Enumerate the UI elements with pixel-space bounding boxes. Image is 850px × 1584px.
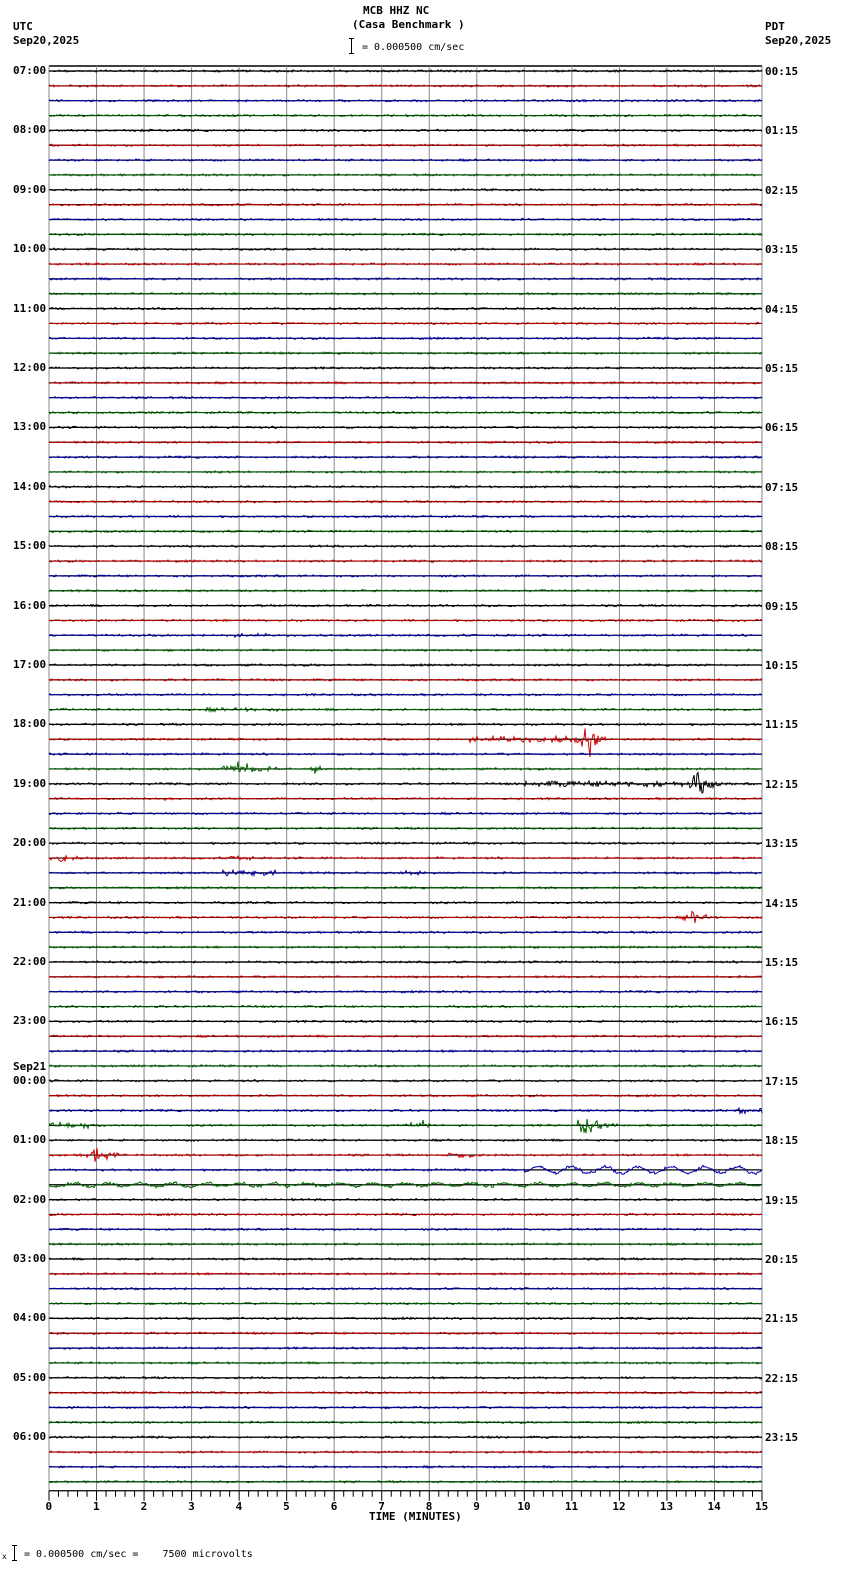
left-hour-label: 06:00 — [13, 1430, 47, 1444]
footer-scale-prefix: x — [2, 1552, 7, 1561]
left-date-label: Sep21 — [13, 1059, 47, 1073]
left-hour-label: 08:00 — [13, 123, 47, 137]
x-tick-label: 1 — [93, 1499, 100, 1513]
left-hour-label: 13:00 — [13, 420, 47, 434]
right-hour-label: 00:15 — [765, 65, 799, 78]
left-hour-label: 15:00 — [13, 539, 47, 553]
left-hour-label: 00:00 — [13, 1073, 47, 1087]
right-hour-label: 01:15 — [765, 124, 799, 138]
x-tick-label: 15 — [755, 1499, 769, 1513]
seismogram-plot — [48, 65, 763, 1501]
left-date: Sep20,2025 — [13, 34, 80, 47]
left-hour-label: 03:00 — [13, 1252, 47, 1265]
station-location: (Casa Benchmark ) — [352, 18, 465, 31]
left-hour-label: 23:00 — [13, 1014, 47, 1028]
left-hour-label: 07:00 — [13, 64, 47, 77]
left-hour-label: 22:00 — [13, 955, 47, 968]
scale-text: = 0.000500 cm/sec — [362, 42, 465, 53]
right-hour-label: 04:15 — [765, 302, 799, 316]
right-hour-label: 18:15 — [765, 1134, 799, 1148]
right-hour-label: 20:15 — [765, 1253, 799, 1266]
right-hour-label: 10:15 — [765, 659, 799, 672]
right-hour-label: 17:15 — [765, 1074, 799, 1088]
left-hour-label: 12:00 — [13, 361, 47, 374]
right-hour-label: 08:15 — [765, 540, 799, 554]
right-hour-label: 02:15 — [765, 183, 799, 197]
x-tick-label: 8 — [425, 1499, 433, 1513]
x-tick-label: 2 — [140, 1499, 148, 1513]
right-hour-label: 21:15 — [765, 1312, 799, 1326]
right-hour-label: 15:15 — [765, 956, 799, 969]
scale-bar-icon — [349, 38, 354, 54]
left-hour-label: 02:00 — [13, 1192, 47, 1206]
right-hour-label: 19:15 — [765, 1193, 799, 1207]
x-tick-label: 12 — [612, 1499, 626, 1513]
left-hour-label: 10:00 — [13, 242, 47, 256]
x-tick-label: 4 — [235, 1499, 243, 1513]
right-hour-label: 22:15 — [765, 1371, 799, 1385]
left-hour-label: 20:00 — [13, 836, 47, 850]
left-timezone: UTC — [13, 20, 33, 33]
footer-scale-bar-icon — [12, 1545, 17, 1561]
x-tick-label: 7 — [378, 1499, 385, 1513]
left-hour-label: 19:00 — [13, 776, 47, 790]
x-tick-label: 5 — [283, 1499, 290, 1513]
right-hour-label: 09:15 — [765, 599, 799, 613]
left-hour-label: 09:00 — [13, 182, 47, 196]
x-tick-label: 13 — [659, 1499, 674, 1513]
right-date: Sep20,2025 — [765, 34, 832, 47]
left-hour-label: 17:00 — [13, 658, 47, 671]
left-hour-label: 21:00 — [13, 895, 47, 909]
right-hour-label: 11:15 — [765, 718, 799, 732]
left-hour-label: 04:00 — [13, 1311, 47, 1325]
right-hour-label: 07:15 — [765, 480, 799, 494]
right-hour-label: 13:15 — [765, 837, 799, 851]
x-tick-label: 10 — [517, 1499, 531, 1513]
x-axis-label: TIME (MINUTES) — [369, 1510, 462, 1523]
right-hour-label: 16:15 — [765, 1015, 799, 1029]
right-hour-label: 12:15 — [765, 777, 799, 791]
right-hour-label: 03:15 — [765, 243, 799, 257]
x-tick-label: 11 — [564, 1499, 579, 1513]
right-hour-label: 05:15 — [765, 362, 799, 375]
right-timezone: PDT — [765, 20, 785, 33]
x-tick-label: 9 — [473, 1499, 480, 1513]
right-hour-label: 23:15 — [765, 1431, 799, 1445]
left-hour-label: 05:00 — [13, 1370, 47, 1384]
left-hour-label: 01:00 — [13, 1133, 47, 1147]
x-tick-label: 3 — [188, 1499, 195, 1513]
left-hour-label: 18:00 — [13, 717, 47, 731]
right-hour-label: 14:15 — [765, 896, 799, 910]
x-tick-label: 0 — [45, 1499, 53, 1513]
x-tick-label: 14 — [707, 1499, 721, 1513]
left-hour-label: 14:00 — [13, 479, 47, 493]
x-tick-label: 6 — [330, 1499, 338, 1513]
left-hour-label: 11:00 — [13, 301, 47, 315]
station-title: MCB HHZ NC — [363, 4, 430, 17]
right-hour-label: 06:15 — [765, 421, 799, 435]
footer-scale-text: = 0.000500 cm/sec = 7500 microvolts — [24, 1549, 253, 1560]
left-hour-label: 16:00 — [13, 598, 47, 612]
